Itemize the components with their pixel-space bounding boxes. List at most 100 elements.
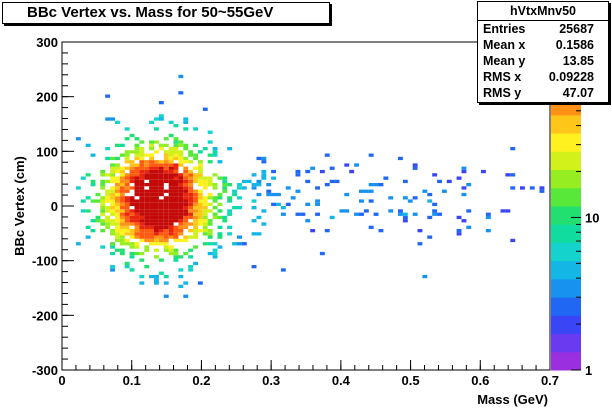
heat-cell [115, 229, 120, 233]
heat-cell [168, 173, 174, 177]
heat-cell [105, 147, 111, 151]
heat-cell [232, 242, 237, 246]
heat-cell [183, 212, 189, 216]
heat-cell [124, 215, 130, 220]
heat-cell [124, 209, 130, 213]
heat-cell [100, 196, 106, 200]
heat-cell [178, 232, 184, 236]
heat-cell [139, 281, 145, 285]
heat-cell [110, 169, 115, 174]
heat-cell [115, 215, 120, 220]
heat-cell [85, 209, 91, 213]
heat-cell [95, 192, 101, 197]
heat-cell [173, 219, 179, 223]
heat-cell [359, 189, 364, 193]
heat-cell [115, 163, 120, 167]
heat-cell [222, 219, 228, 223]
heat-cell [129, 199, 135, 203]
heat-cell [134, 137, 140, 141]
heat-cell [168, 225, 174, 229]
heat-cell [110, 156, 115, 161]
heat-cell [149, 173, 154, 177]
heat-cell [134, 199, 140, 203]
heat-cell [183, 160, 189, 164]
heat-cell [158, 222, 164, 226]
heat-cell [197, 281, 203, 285]
color-scale-step [551, 315, 581, 334]
heat-cell [110, 173, 115, 177]
heat-cell [163, 294, 169, 298]
heat-cell [154, 222, 159, 226]
heat-cell [144, 212, 150, 216]
heat-cell [173, 192, 179, 197]
heat-cell [139, 179, 145, 184]
heat-cell [188, 255, 194, 259]
stats-row: Entries 25687 [478, 21, 608, 37]
heat-cell [217, 209, 223, 213]
heat-cell [144, 209, 150, 213]
heat-cell [149, 202, 154, 206]
heat-cell [202, 196, 208, 200]
heat-cell [149, 143, 154, 147]
heat-cell [227, 209, 233, 213]
heat-cell [158, 173, 164, 177]
x-tick-label: 0 [58, 373, 65, 388]
heat-cell [129, 209, 135, 213]
heat-cell [134, 222, 140, 226]
heat-cell [188, 248, 194, 252]
heat-cell [139, 238, 145, 243]
heat-cell [173, 169, 179, 174]
heat-cell [105, 192, 111, 197]
heat-cell [280, 206, 286, 210]
heat-cell [178, 202, 184, 206]
heat-cell [129, 169, 135, 174]
color-scale-step [551, 187, 581, 207]
heat-cell [193, 199, 198, 203]
heat-cell [144, 245, 150, 249]
heat-cell [212, 147, 218, 151]
heat-cell [149, 160, 154, 164]
heat-cell [173, 225, 179, 229]
heat-cell [188, 209, 194, 213]
heat-cell [188, 169, 194, 174]
heat-cell [197, 199, 203, 203]
heat-cell [149, 163, 154, 167]
heat-cell [193, 225, 198, 229]
heat-cell [158, 176, 164, 180]
heat-cell [188, 186, 194, 190]
heat-cell [207, 160, 213, 164]
heat-cell [251, 186, 257, 190]
heat-cell [100, 209, 106, 213]
heat-cell [178, 173, 184, 177]
heat-cell [168, 183, 174, 187]
heat-cell [207, 153, 213, 157]
heat-cell [144, 238, 150, 243]
heat-cell [193, 153, 198, 157]
heat-cell [173, 196, 179, 200]
heat-cell [85, 173, 91, 177]
heat-cell [115, 202, 120, 206]
heat-cell [163, 202, 169, 206]
heat-cell [134, 235, 140, 239]
heat-cell [158, 238, 164, 243]
heat-cell [144, 248, 150, 252]
heat-cell [139, 206, 145, 210]
heat-cell [212, 199, 218, 203]
heat-cell [500, 209, 506, 213]
heat-cell [227, 199, 233, 203]
heat-cell [144, 235, 150, 239]
heat-cell [110, 179, 115, 184]
heat-cell [178, 186, 184, 190]
heat-cell [154, 248, 159, 252]
heat-cell [529, 186, 535, 190]
heat-cell [173, 199, 179, 203]
heatmap-cells [75, 74, 545, 298]
heat-cell [207, 130, 213, 134]
heat-cell [183, 225, 189, 229]
heat-cell [222, 179, 228, 184]
color-scale-step [551, 278, 581, 298]
heat-cell [100, 186, 106, 190]
heat-cell [158, 225, 164, 229]
heat-cell [110, 189, 115, 193]
